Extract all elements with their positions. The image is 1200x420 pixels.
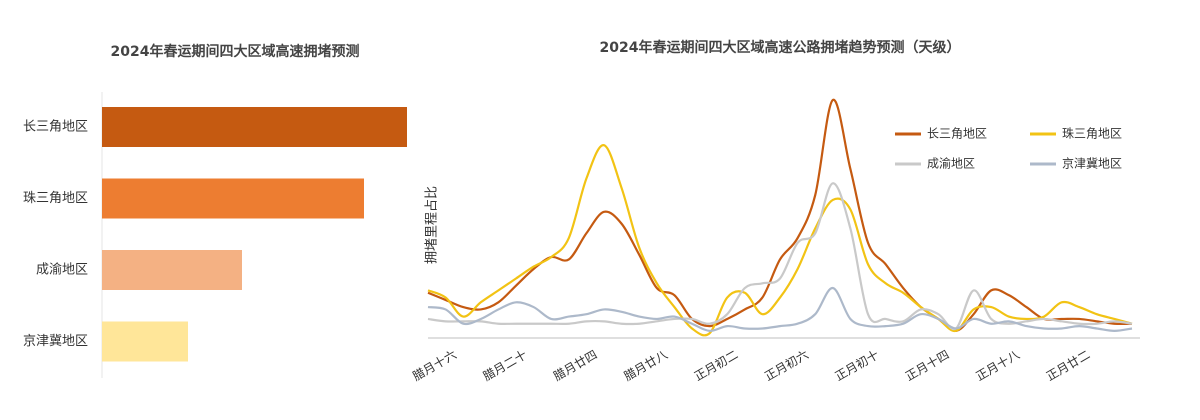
- series-line: [427, 144, 1133, 337]
- y-axis-label: 拥堵里程占比: [425, 186, 440, 264]
- x-tick-label: 腊月十六: [410, 348, 459, 384]
- category-label: 珠三角地区: [23, 191, 88, 206]
- legend-label: 成渝地区: [927, 156, 975, 171]
- bar: [102, 178, 364, 219]
- series-line: [427, 182, 1133, 331]
- x-tick-label: 正月初二: [692, 348, 741, 384]
- bar: [102, 107, 407, 147]
- x-tick-label: 正月初十: [833, 348, 882, 384]
- bar: [102, 321, 188, 362]
- category-label: 京津冀地区: [23, 333, 88, 349]
- line-title: 2024年春运期间四大区域高速公路拥堵趋势预测（天级）: [600, 39, 961, 56]
- x-tick-label: 正月廿二: [1044, 348, 1093, 384]
- x-tick-label: 腊月廿四: [551, 348, 600, 384]
- category-label: 成渝地区: [36, 262, 88, 278]
- category-label: 长三角地区: [23, 120, 88, 135]
- bar-title: 2024年春运期间四大区域高速拥堵预测: [111, 43, 360, 60]
- legend-label: 长三角地区: [927, 127, 987, 141]
- bar: [102, 250, 242, 290]
- x-tick-label: 腊月二十: [481, 348, 530, 384]
- legend-label: 珠三角地区: [1062, 127, 1122, 141]
- series-line: [427, 286, 1133, 332]
- x-tick-label: 正月十八: [973, 348, 1022, 384]
- legend-label: 京津冀地区: [1062, 157, 1122, 171]
- x-tick-label: 腊月廿八: [621, 348, 670, 384]
- x-tick-label: 正月十四: [903, 348, 952, 384]
- x-tick-label: 正月初六: [762, 348, 811, 384]
